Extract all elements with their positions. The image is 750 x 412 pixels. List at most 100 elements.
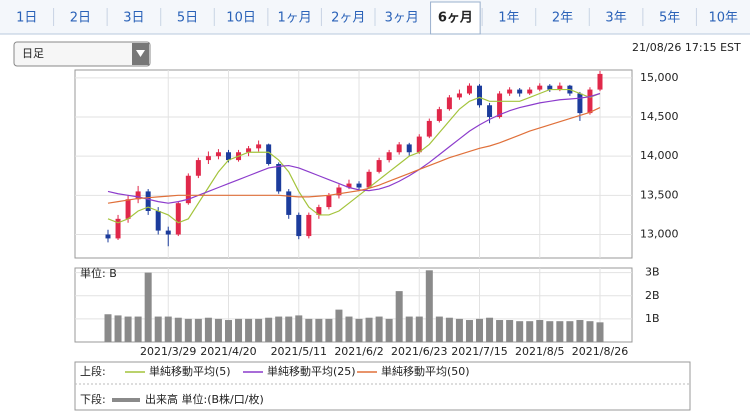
candle-body bbox=[376, 160, 382, 172]
volume-bar bbox=[465, 320, 473, 342]
candle-body bbox=[356, 183, 362, 188]
candle-body bbox=[115, 218, 121, 239]
candle-body bbox=[497, 93, 503, 117]
tab[interactable]: 1日 bbox=[16, 11, 37, 26]
volume-bar bbox=[164, 316, 172, 342]
candle-body bbox=[135, 191, 141, 200]
tab[interactable]: 2年 bbox=[552, 11, 573, 26]
volume-bar bbox=[104, 314, 112, 342]
volume-bar bbox=[486, 317, 494, 342]
volume-bar bbox=[536, 320, 544, 342]
legend-label: 単純移動平均(5) bbox=[149, 364, 231, 378]
y-tick-label: 14,000 bbox=[640, 149, 679, 162]
volume-bar bbox=[305, 318, 313, 342]
volume-unit: 単位: B bbox=[80, 266, 117, 280]
tab[interactable]: 1年 bbox=[498, 11, 519, 26]
tab[interactable]: 3日 bbox=[123, 11, 144, 26]
candle-body bbox=[597, 73, 603, 90]
candle-body bbox=[466, 85, 472, 94]
candle-body bbox=[577, 93, 583, 114]
candle-body bbox=[446, 97, 452, 110]
tab[interactable]: 3ヶ月 bbox=[385, 11, 419, 26]
tab[interactable]: 1ヶ月 bbox=[278, 11, 312, 26]
tab[interactable]: 6ヶ月 bbox=[438, 11, 473, 26]
volume-bar bbox=[144, 272, 152, 342]
candle-body bbox=[487, 105, 493, 117]
legend-upper-label: 上段: bbox=[80, 364, 106, 378]
x-tick-label: 2021/8/5 bbox=[515, 345, 564, 358]
volume-bar bbox=[586, 321, 594, 342]
y-tick-label: 2B bbox=[645, 289, 660, 302]
candle-body bbox=[456, 93, 462, 98]
volume-bar bbox=[295, 315, 303, 342]
candle-body bbox=[547, 85, 553, 90]
candle-body bbox=[246, 148, 252, 153]
volume-bar bbox=[435, 316, 443, 342]
volume-bar bbox=[425, 270, 433, 342]
dropdown-label[interactable]: 日足 bbox=[22, 47, 44, 60]
volume-bar bbox=[395, 291, 403, 342]
volume-bar bbox=[415, 316, 423, 342]
x-tick-label: 2021/7/15 bbox=[451, 345, 507, 358]
volume-bar bbox=[134, 316, 142, 342]
volume-bar bbox=[526, 321, 534, 342]
candle-body bbox=[507, 89, 513, 94]
y-tick-label: 13,000 bbox=[640, 228, 679, 241]
legend-lower-label: 下段: bbox=[80, 392, 106, 406]
candle-body bbox=[517, 89, 523, 94]
volume-bar bbox=[345, 316, 353, 342]
volume-bar bbox=[445, 317, 453, 342]
candle-body bbox=[587, 89, 593, 114]
tab[interactable]: 10日 bbox=[226, 11, 256, 26]
candle-body bbox=[185, 175, 191, 204]
candle-body bbox=[225, 152, 231, 161]
moving-average-line bbox=[107, 92, 601, 204]
candle-body bbox=[336, 187, 342, 196]
volume-bar bbox=[476, 318, 484, 342]
volume-bar bbox=[154, 316, 162, 342]
tab-selected bbox=[430, 1, 481, 35]
volume-bar bbox=[596, 322, 604, 342]
dropdown[interactable] bbox=[13, 41, 151, 67]
volume-bar bbox=[506, 320, 514, 342]
candle-body bbox=[175, 203, 181, 235]
volume-bar bbox=[365, 317, 373, 342]
candle-body bbox=[125, 199, 131, 219]
tab[interactable]: 2ヶ月 bbox=[331, 11, 365, 26]
volume-bar bbox=[174, 317, 182, 342]
volume-bar bbox=[385, 318, 393, 342]
x-tick-label: 2021/3/29 bbox=[140, 345, 196, 358]
volume-bar bbox=[194, 318, 202, 342]
candle-body bbox=[165, 230, 171, 235]
volume-bar bbox=[265, 317, 273, 342]
tab[interactable]: 10年 bbox=[708, 11, 738, 26]
volume-bar bbox=[566, 321, 574, 342]
volume-bar bbox=[576, 320, 584, 342]
volume-bar bbox=[235, 318, 243, 342]
legend-label: 出来高 単位:(B株/口/枚) bbox=[145, 392, 264, 406]
volume-bar bbox=[516, 321, 524, 342]
candle-body bbox=[205, 156, 211, 161]
candle-body bbox=[416, 136, 422, 153]
volume-bar bbox=[375, 316, 383, 342]
timestamp: 21/08/26 17:15 EST bbox=[632, 41, 741, 54]
tab[interactable]: 3年 bbox=[605, 11, 626, 26]
candle-body bbox=[527, 89, 533, 94]
volume-bar bbox=[315, 318, 323, 342]
volume-bar bbox=[204, 317, 212, 342]
moving-average-line bbox=[107, 107, 601, 204]
candle-body bbox=[326, 195, 332, 208]
candle-body bbox=[346, 183, 352, 188]
candle-body bbox=[155, 211, 161, 231]
y-tick-label: 13,500 bbox=[640, 188, 679, 201]
tab[interactable]: 5年 bbox=[659, 11, 680, 26]
volume-bar bbox=[275, 316, 283, 342]
y-tick-label: 15,000 bbox=[640, 71, 679, 84]
candle-body bbox=[537, 85, 543, 90]
volume-bar bbox=[184, 318, 192, 342]
y-tick-label: 3B bbox=[645, 266, 660, 279]
tab[interactable]: 2日 bbox=[70, 11, 91, 26]
candle-body bbox=[256, 144, 262, 149]
tab[interactable]: 5日 bbox=[177, 11, 198, 26]
